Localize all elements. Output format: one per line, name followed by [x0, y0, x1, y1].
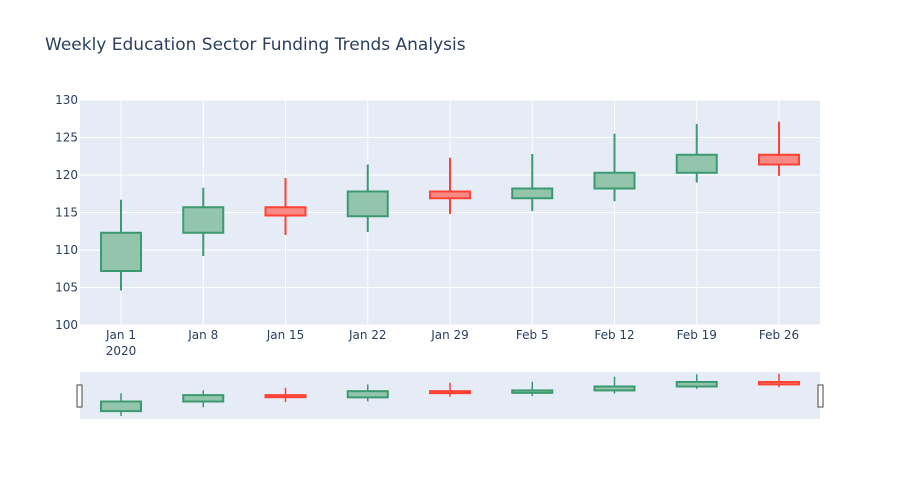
mini-candle: [593, 376, 636, 394]
candle-decreasing: [758, 121, 800, 176]
mini-candle-body: [511, 389, 554, 394]
x-tick-label: Jan 8: [187, 328, 218, 342]
x-tick-label: Feb 12: [594, 328, 634, 342]
range-slider[interactable]: [76, 372, 824, 419]
x-tick-label: Jan 29: [430, 328, 469, 342]
mini-candle: [511, 381, 554, 397]
candle-increasing: [346, 164, 389, 232]
mini-candle-body: [182, 394, 225, 403]
x-tick-label: Feb 26: [759, 328, 799, 342]
mini-candle-body: [675, 380, 718, 388]
mini-candle-body: [346, 390, 389, 399]
mini-candle: [264, 387, 307, 403]
y-tick-label: 100: [55, 318, 78, 332]
candle-body: [346, 190, 389, 218]
mini-candle: [100, 393, 142, 416]
candle-body: [758, 153, 800, 166]
candle-body: [100, 231, 142, 272]
candle-body: [593, 171, 636, 190]
x-tick-label: Feb 19: [677, 328, 717, 342]
rangeslider-left-handle[interactable]: [76, 384, 83, 408]
y-tick-label: 130: [55, 93, 78, 107]
mini-candle-body: [264, 394, 307, 399]
candle-decreasing: [264, 178, 307, 235]
candle-body: [429, 190, 471, 200]
candle-body: [511, 187, 554, 200]
main-plot-area[interactable]: 100 105 110 115 120 125 130 Jan 1 Jan 8 Jan 15 Jan…: [55, 93, 820, 358]
mini-candle-body: [429, 390, 471, 395]
x-tick-label: Feb 5: [516, 328, 549, 342]
x-tick-label: Jan 15: [266, 328, 305, 342]
x-tick-label: Jan 22: [348, 328, 387, 342]
y-tick-label: 110: [55, 243, 78, 257]
mini-candle-body: [593, 385, 636, 392]
y-tick-label: 120: [55, 168, 78, 182]
candle-increasing: [100, 199, 142, 291]
y-tick-label: 115: [55, 206, 78, 220]
candle-body: [264, 206, 307, 217]
x-tick-label: Jan 1: [105, 328, 136, 342]
y-tick-label: 105: [55, 281, 78, 295]
mini-candle-body: [758, 380, 800, 386]
mini-candle: [429, 382, 471, 397]
x-year-label: 2020: [106, 344, 137, 358]
mini-candle: [675, 374, 718, 389]
rangeslider-right-handle[interactable]: [817, 384, 824, 408]
mini-candle: [758, 373, 800, 388]
candle-increasing: [182, 187, 225, 256]
mini-candle: [182, 390, 225, 408]
mini-candle-body: [100, 400, 142, 413]
candle-body: [182, 206, 225, 234]
chart-title: Weekly Education Sector Funding Trends A…: [45, 35, 466, 55]
mini-candle: [346, 384, 389, 402]
candle-increasing: [593, 133, 636, 202]
candle-increasing: [675, 124, 718, 183]
y-tick-label: 125: [55, 131, 78, 145]
candle-body: [675, 153, 718, 174]
candle-decreasing: [429, 157, 471, 214]
candle-increasing: [511, 154, 554, 211]
